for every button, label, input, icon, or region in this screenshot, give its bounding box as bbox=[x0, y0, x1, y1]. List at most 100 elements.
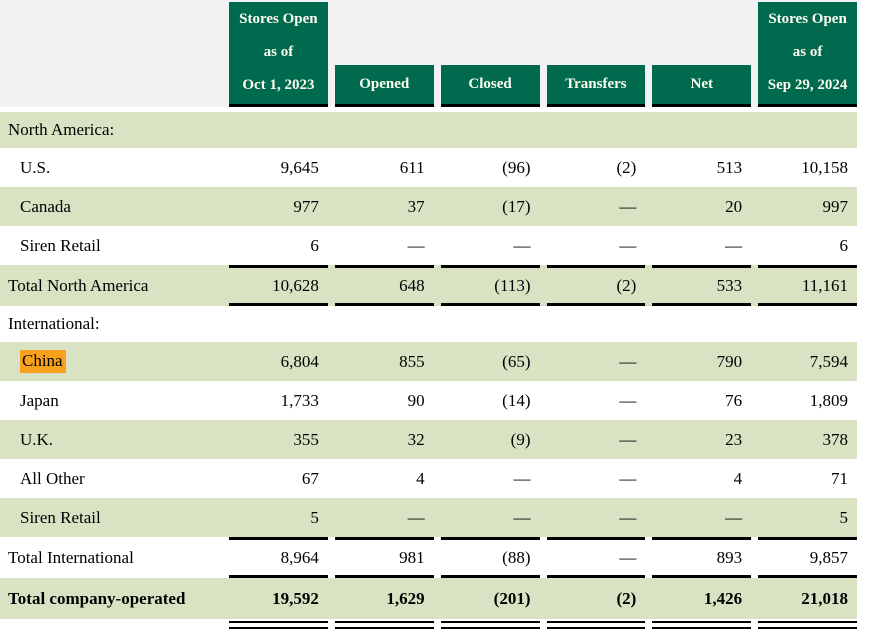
cell-transfers: (2) bbox=[616, 588, 637, 608]
cell-net: — bbox=[725, 507, 743, 527]
cell-net bbox=[652, 306, 751, 342]
column-header-line: Transfers bbox=[565, 76, 627, 93]
cell-stores-open-oct-1-2023: 10,628 bbox=[229, 265, 328, 306]
cell-closed: (88) bbox=[440, 537, 540, 578]
cell-opened: 32 bbox=[407, 429, 425, 449]
cell-stores-open-sep-29-2024 bbox=[758, 112, 857, 148]
double-rule bbox=[229, 621, 328, 629]
double-rule-spacer bbox=[0, 619, 222, 635]
cell-opened: — bbox=[407, 235, 425, 255]
table-row: U.K. 355 32 (9) — 23 378 bbox=[0, 420, 857, 459]
cell-stores-open-sep-29-2024: 9,857 bbox=[758, 537, 857, 578]
cell-stores-open-sep-29-2024: 10,158 bbox=[801, 157, 848, 177]
row-label: Siren Retail bbox=[20, 507, 101, 527]
column-header-line: Closed bbox=[468, 76, 512, 93]
cell-opened: 37 bbox=[407, 196, 425, 216]
table-row: Canada 977 37 (17) — 20 997 bbox=[0, 187, 857, 226]
row-label: Total North America bbox=[8, 275, 149, 295]
row-label: Canada bbox=[20, 196, 71, 216]
double-rule bbox=[440, 621, 540, 629]
row-label: China bbox=[0, 342, 222, 381]
column-header-stores-open-oct-1-2023: Stores Open as of Oct 1, 2023 bbox=[229, 2, 328, 107]
double-rule bbox=[758, 621, 857, 629]
double-rule bbox=[334, 621, 434, 629]
cell-transfers: — bbox=[619, 390, 637, 410]
column-header-net: Net bbox=[652, 65, 752, 107]
cell-closed bbox=[441, 112, 540, 148]
cell-opened bbox=[335, 112, 434, 148]
cell-closed: (113) bbox=[440, 265, 540, 306]
cell-opened: 90 bbox=[407, 390, 425, 410]
row-label: Total company-operated bbox=[8, 588, 186, 608]
table-row: Japan 1,733 90 (14) — 76 1,809 bbox=[0, 381, 857, 420]
column-header-line: Oct 1, 2023 bbox=[242, 76, 315, 93]
table-row: Siren Retail 5 — — — — 5 bbox=[0, 498, 857, 537]
column-header-line: as of bbox=[792, 43, 823, 60]
header-spacer bbox=[0, 0, 222, 107]
column-header-line: as of bbox=[263, 43, 294, 60]
cell-closed: (201) bbox=[493, 588, 531, 608]
cell-net: 533 bbox=[652, 265, 752, 306]
cell-stores-open-oct-1-2023: 6 bbox=[310, 235, 319, 255]
cell-closed: (17) bbox=[502, 196, 531, 216]
cell-opened: 648 bbox=[334, 265, 434, 306]
cell-net: 4 bbox=[733, 468, 743, 488]
column-header-line: Stores Open bbox=[239, 11, 318, 27]
cell-stores-open-sep-29-2024: 21,018 bbox=[801, 588, 848, 608]
column-header-line: Stores Open bbox=[768, 11, 847, 27]
cell-closed: (9) bbox=[510, 429, 531, 449]
cell-closed: — bbox=[513, 468, 531, 488]
cell-opened: 1,629 bbox=[386, 588, 425, 608]
cell-closed bbox=[441, 306, 540, 342]
cell-stores-open-sep-29-2024: 71 bbox=[831, 468, 848, 488]
cell-opened: — bbox=[407, 507, 425, 527]
cell-closed: (14) bbox=[502, 390, 531, 410]
row-label: North America: bbox=[8, 120, 115, 139]
double-rule-row bbox=[0, 619, 857, 635]
table-body: North America: U.S. 9,645 611 (96) (2) 513 10,1… bbox=[0, 112, 857, 635]
cell-transfers: — bbox=[619, 468, 637, 488]
column-header-transfers: Transfers bbox=[546, 65, 646, 107]
cell-transfers: — bbox=[619, 351, 637, 371]
cell-net: 1,426 bbox=[703, 588, 743, 608]
cell-transfers: — bbox=[546, 537, 646, 578]
cell-net: 513 bbox=[716, 157, 743, 177]
cell-transfers bbox=[547, 112, 646, 148]
cell-net: 790 bbox=[716, 351, 743, 371]
table-header: Stores Open as of Oct 1, 2023 Opened Closed T… bbox=[0, 0, 857, 107]
section-row: International: bbox=[0, 306, 857, 342]
cell-transfers: — bbox=[619, 507, 637, 527]
cell-stores-open-sep-29-2024: 1,809 bbox=[809, 390, 848, 410]
column-header-stores-open-sep-29-2024: Stores Open as of Sep 29, 2024 bbox=[758, 2, 857, 107]
cell-stores-open-sep-29-2024: 11,161 bbox=[758, 265, 857, 306]
cell-stores-open-oct-1-2023: 8,964 bbox=[229, 537, 328, 578]
row-label: Total International bbox=[8, 547, 134, 567]
cell-transfers: — bbox=[619, 429, 637, 449]
column-header-line: Sep 29, 2024 bbox=[767, 76, 848, 93]
table-row: Siren Retail 6 — — — — 6 bbox=[0, 226, 857, 265]
cell-stores-open-sep-29-2024: 6 bbox=[839, 235, 849, 255]
row-label: Siren Retail bbox=[20, 235, 101, 255]
cell-stores-open-sep-29-2024: 997 bbox=[822, 196, 849, 216]
cell-net: 893 bbox=[652, 537, 752, 578]
cell-closed: — bbox=[513, 507, 531, 527]
cell-net: 20 bbox=[725, 196, 743, 216]
cell-stores-open-sep-29-2024: 7,594 bbox=[809, 351, 848, 371]
row-label: U.K. bbox=[20, 429, 54, 449]
column-header-line: Net bbox=[690, 76, 713, 93]
cell-transfers: (2) bbox=[616, 157, 637, 177]
search-highlight: China bbox=[20, 350, 66, 373]
total-row: Total North America 10,628 648 (113) (2) 533 1… bbox=[0, 265, 857, 306]
section-row: North America: bbox=[0, 112, 857, 148]
cell-transfers: (2) bbox=[546, 265, 646, 306]
double-rule bbox=[652, 621, 752, 629]
cell-closed: — bbox=[513, 235, 531, 255]
cell-opened: 4 bbox=[416, 468, 425, 488]
cell-opened bbox=[335, 306, 434, 342]
cell-net: 23 bbox=[725, 429, 743, 449]
column-header-opened: Opened bbox=[334, 65, 434, 107]
cell-closed: (65) bbox=[502, 351, 531, 371]
cell-transfers: — bbox=[619, 235, 637, 255]
